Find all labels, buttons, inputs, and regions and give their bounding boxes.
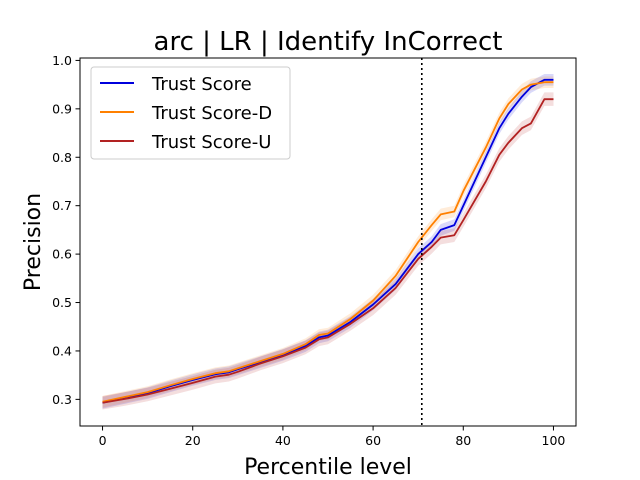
x-axis-label: Percentile level [244,455,412,480]
legend-box [90,66,291,160]
y-tick-label: 0.7 [52,198,72,213]
y-tick-label: 0.6 [52,247,72,262]
y-tick-label: 0.3 [52,392,72,407]
x-tick-label: 60 [365,433,381,448]
y-tick-label: 0.5 [52,295,72,310]
legend-label-trust-score-u: Trust Score-U [151,132,271,153]
band-trust-score-d [102,76,554,408]
y-tick-label: 0.9 [52,101,72,116]
x-axis-ticks: 0 20 40 60 80 100 [99,426,566,448]
chart-title: arc | LR | Identify InCorrect [154,27,503,57]
legend-label-trust-score: Trust Score [151,74,252,95]
y-axis-label: Precision [21,193,46,291]
legend: Trust Score Trust Score-D Trust Score-U [90,66,291,160]
line-trust-score [102,78,554,404]
line-trust-score-u [102,98,554,404]
y-tick-label: 1.0 [52,53,72,68]
series-lines [102,78,554,404]
y-tick-label: 0.4 [52,343,72,358]
confidence-bands [102,74,554,410]
x-tick-label: 0 [99,433,107,448]
y-axis-ticks: 0.3 0.4 0.5 0.6 0.7 0.8 0.9 1.0 [52,53,80,407]
x-tick-label: 20 [185,433,201,448]
x-tick-label: 40 [275,433,291,448]
legend-label-trust-score-d: Trust Score-D [151,103,272,124]
y-tick-label: 0.8 [52,150,72,165]
plot-frame [79,57,577,427]
line-trust-score-d [102,81,554,403]
x-tick-label: 100 [542,433,566,448]
x-tick-label: 80 [455,433,471,448]
